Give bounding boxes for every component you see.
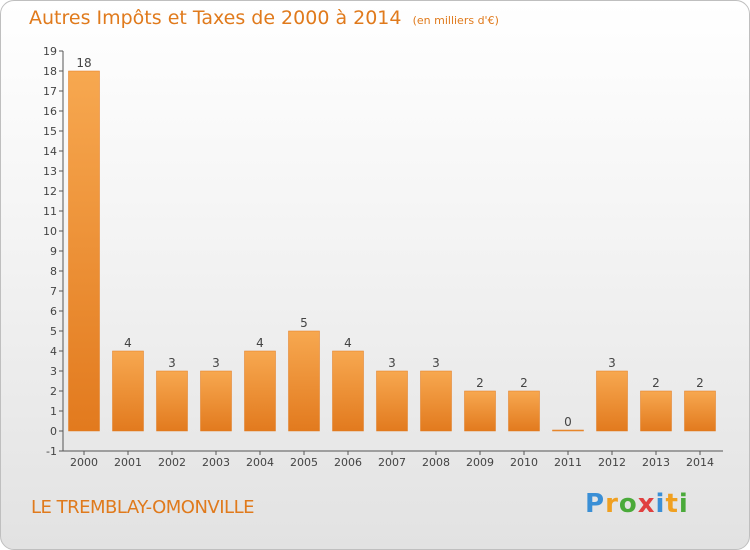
data-label: 3: [212, 356, 220, 370]
data-label: 3: [608, 356, 616, 370]
bar: [420, 370, 452, 432]
bar: [156, 370, 188, 432]
y-tick-label: 8: [50, 265, 57, 278]
y-tick-label: 10: [43, 225, 57, 238]
bar: [552, 429, 584, 432]
data-label: 2: [476, 376, 484, 390]
x-tick-label: 2011: [554, 456, 582, 469]
bar: [684, 390, 716, 432]
data-label: 4: [256, 336, 264, 350]
x-tick-label: 2006: [334, 456, 362, 469]
bar: [464, 390, 496, 432]
logo-letter: o: [618, 489, 638, 519]
bar: [112, 350, 144, 432]
y-tick-label: 2: [50, 385, 57, 398]
y-tick-label: 19: [43, 45, 57, 58]
x-tick-label: 2013: [642, 456, 670, 469]
x-tick-label: 2003: [202, 456, 230, 469]
bar: [68, 70, 100, 432]
y-tick-label: 11: [43, 205, 57, 218]
y-tick-label: 12: [43, 185, 57, 198]
chart-subtitle: (en milliers d'€): [412, 14, 499, 27]
x-tick-label: 2005: [290, 456, 318, 469]
y-tick-label: 13: [43, 165, 57, 178]
x-tick-label: 2014: [686, 456, 714, 469]
bars-layer: [68, 70, 716, 432]
data-label: 2: [520, 376, 528, 390]
y-tick-label: 16: [43, 105, 57, 118]
bar: [332, 350, 364, 432]
bar: [288, 330, 320, 432]
data-label: 4: [344, 336, 352, 350]
data-label: 4: [124, 336, 132, 350]
y-tick-label: 15: [43, 125, 57, 138]
data-label: 5: [300, 316, 308, 330]
data-label: 2: [652, 376, 660, 390]
y-tick-label: 5: [50, 325, 57, 338]
bar: [200, 370, 232, 432]
chart-title: Autres Impôts et Taxes de 2000 à 2014: [29, 7, 402, 29]
y-tick-label: 6: [50, 305, 57, 318]
bar: [244, 350, 276, 432]
data-label: 3: [432, 356, 440, 370]
logo-letter: i: [655, 489, 666, 519]
logo-letter: x: [637, 489, 656, 519]
data-label: 2: [696, 376, 704, 390]
title-row: Autres Impôts et Taxes de 2000 à 2014 (e…: [29, 7, 499, 29]
x-tick-label: 2002: [158, 456, 186, 469]
y-tick-label: 1: [50, 405, 57, 418]
logo-letter: r: [605, 489, 619, 519]
x-tick-label: 2010: [510, 456, 538, 469]
y-tick-label: 17: [43, 85, 57, 98]
y-tick-label: 7: [50, 285, 57, 298]
x-tick-label: 2007: [378, 456, 406, 469]
data-label: 0: [564, 415, 572, 429]
x-tick-label: 2001: [114, 456, 142, 469]
bar: [640, 390, 672, 432]
bar: [508, 390, 540, 432]
labels-layer: 18 2000 4 2001 3 2002 3 2003 4 2004 5 2005 4 2006 3 200…: [70, 56, 714, 469]
y-tick-label: 0: [50, 425, 57, 438]
x-tick-label: 2009: [466, 456, 494, 469]
x-tick-label: 2012: [598, 456, 626, 469]
town-name: LE TREMBLAY-OMONVILLE: [31, 497, 254, 518]
x-tick-label: 2008: [422, 456, 450, 469]
y-tick-label: 14: [43, 145, 57, 158]
logo-letter: i: [678, 489, 689, 519]
data-label: 18: [76, 56, 91, 70]
y-tick-label: 3: [50, 365, 57, 378]
x-tick-label: 2000: [70, 456, 98, 469]
y-tick-label: -1: [46, 445, 57, 458]
bar: [596, 370, 628, 432]
data-label: 3: [168, 356, 176, 370]
logo-letter: P: [585, 489, 606, 519]
y-tick-label: 18: [43, 65, 57, 78]
y-tick-label: 4: [50, 345, 57, 358]
x-tick-label: 2004: [246, 456, 274, 469]
proxiti-logo: Proxiti: [585, 489, 689, 519]
logo-letter: t: [665, 489, 679, 519]
bar: [376, 370, 408, 432]
data-label: 3: [388, 356, 396, 370]
y-tick-label: 9: [50, 245, 57, 258]
